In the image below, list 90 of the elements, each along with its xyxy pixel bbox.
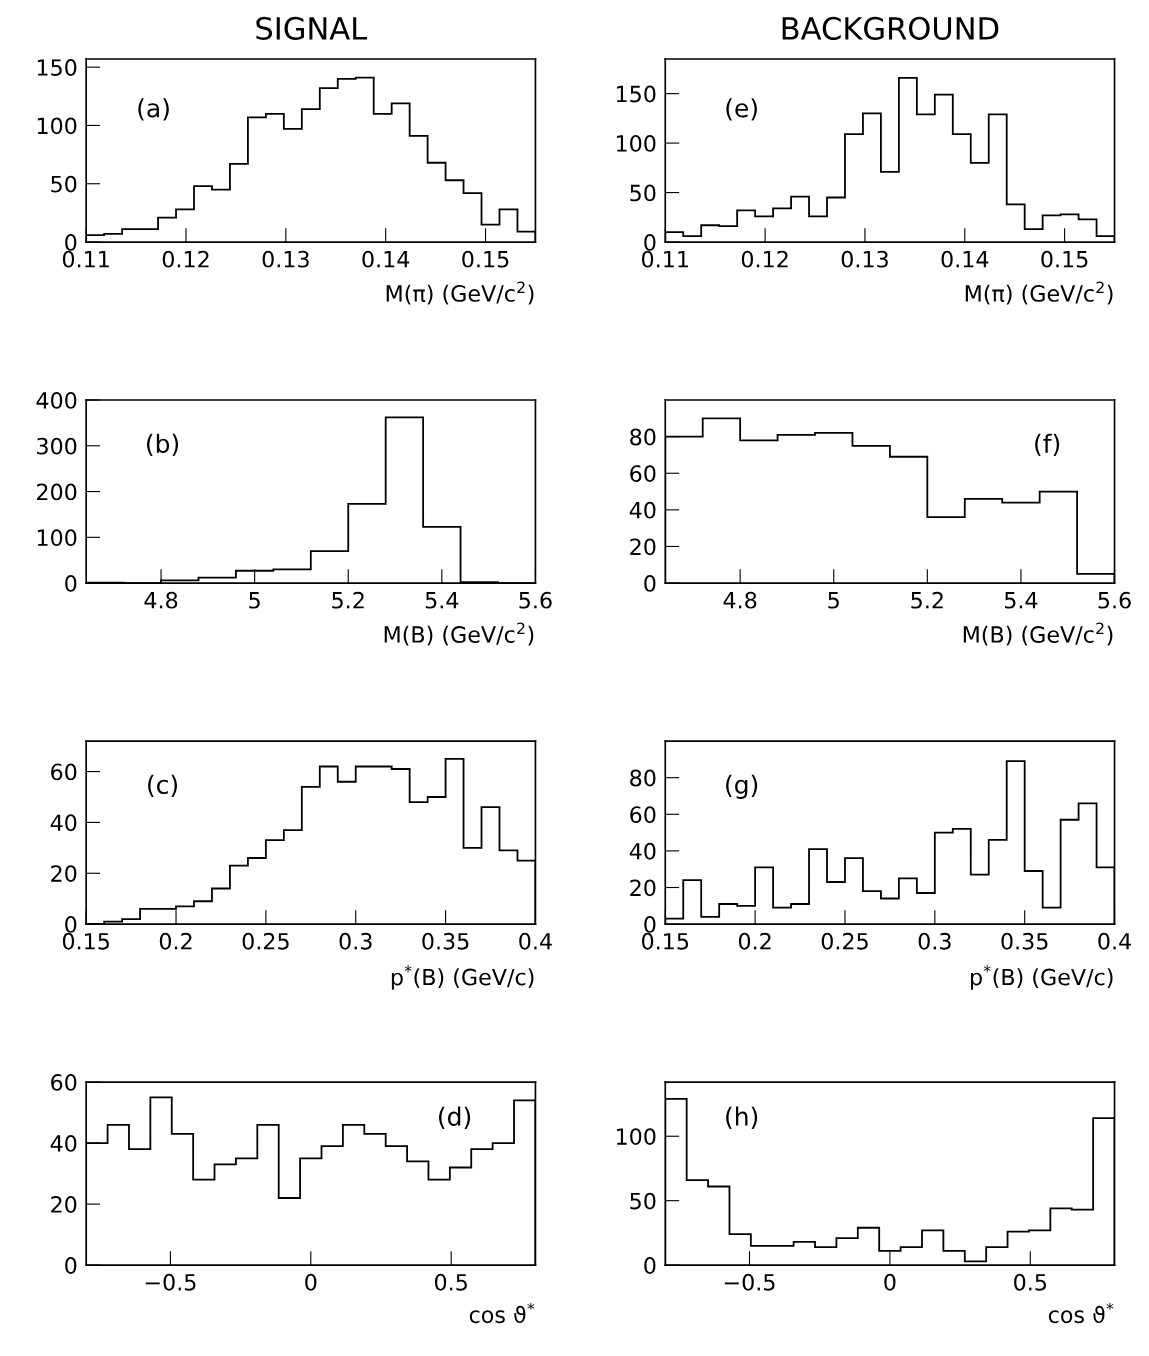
y-tick-label: 50	[630, 1192, 656, 1210]
x-tick-label: 0.4	[1098, 932, 1131, 950]
y-tick-label: 40	[50, 814, 77, 832]
x-tick-label: 0.14	[941, 250, 989, 268]
annotation: (h)	[726, 1106, 758, 1129]
annotation: (e)	[726, 98, 757, 121]
y-tick-label: 400	[36, 391, 77, 409]
y-tick-label: 20	[630, 538, 656, 556]
chart-title: SIGNAL	[256, 16, 368, 40]
x-tick-label: 5	[828, 592, 839, 609]
x-tick-label: 0.15	[462, 250, 509, 268]
x-axis-title: M(π) (GeV/c$^{2}$)	[965, 281, 1113, 305]
x-tick-label: 0.3	[918, 932, 951, 950]
annotation: (g)	[726, 774, 758, 799]
annotation: (a)	[138, 98, 169, 121]
x-tick-label: 0.12	[162, 250, 209, 268]
y-tick-label: 80	[630, 428, 656, 446]
x-tick-label: 5.6	[519, 591, 552, 609]
y-tick-label: 0	[65, 234, 77, 251]
annotation: (d)	[439, 1106, 471, 1129]
y-tick-label: 100	[37, 529, 77, 547]
x-tick-label: 0.15	[1041, 250, 1088, 268]
x-tick-label: 5.2	[332, 591, 364, 609]
x-axis-title: cos ϑ$^{*}$	[469, 1302, 535, 1324]
x-axis-title: p$^{*}$(B) (GeV/c)	[391, 965, 534, 990]
annotation: (b)	[147, 433, 179, 456]
y-tick-label: 40	[50, 1135, 77, 1152]
y-tick-label: 20	[630, 879, 656, 897]
chart-title: BACKGROUND	[782, 16, 999, 40]
x-tick-label: 0.2	[738, 932, 771, 950]
annotation: (c)	[148, 774, 178, 798]
y-tick-label: 60	[630, 806, 656, 824]
x-tick-label: −0.5	[724, 1273, 775, 1291]
x-tick-label: 0.25	[242, 932, 289, 950]
x-tick-label: 0.4	[519, 932, 552, 950]
y-tick-label: 20	[51, 865, 77, 883]
y-tick-label: 0	[65, 1257, 77, 1274]
x-tick-label: 5.4	[1004, 592, 1038, 609]
x-tick-label: 0.5	[434, 1273, 467, 1291]
y-tick-label: 50	[51, 175, 77, 193]
x-axis-title: M(B) (GeV/c$^{2}$)	[963, 622, 1113, 646]
x-tick-label: 0.11	[642, 250, 688, 268]
x-tick-label: 0.15	[642, 932, 689, 950]
y-tick-label: 100	[616, 135, 656, 152]
y-tick-label: 100	[37, 117, 77, 135]
y-tick-label: 0	[644, 1257, 656, 1274]
y-tick-label: 200	[37, 483, 77, 501]
x-tick-label: −0.5	[145, 1273, 196, 1291]
x-tick-label: 0.15	[62, 932, 109, 950]
y-tick-label: 0	[65, 575, 77, 592]
y-tick-label: 0	[644, 916, 656, 933]
annotation: (f)	[1035, 433, 1060, 456]
x-tick-label: 0	[305, 1273, 317, 1291]
x-tick-label: 4.8	[723, 591, 757, 609]
x-tick-label: 0.35	[422, 932, 469, 950]
x-tick-label: 0.11	[62, 250, 109, 268]
x-tick-label: 0.12	[741, 250, 788, 268]
y-tick-label: 20	[51, 1196, 77, 1213]
y-tick-label: 0	[644, 575, 656, 592]
x-tick-label: 0.35	[1001, 932, 1048, 950]
x-axis-title: M(π) (GeV/c$^{2}$)	[386, 281, 534, 305]
y-tick-label: 60	[51, 763, 77, 781]
x-tick-label: 5.4	[425, 592, 459, 609]
y-tick-label: 0	[644, 234, 656, 251]
x-tick-label: 0.13	[841, 250, 888, 268]
y-tick-label: 40	[629, 842, 656, 860]
x-tick-label: 5.6	[1098, 591, 1131, 609]
y-tick-label: 40	[629, 501, 656, 519]
x-tick-label: 0.14	[362, 250, 410, 268]
x-tick-label: 0	[884, 1273, 896, 1291]
y-tick-label: 150	[37, 59, 77, 76]
x-axis-title: cos ϑ$^{*}$	[1048, 1302, 1114, 1324]
x-axis-title: M(B) (GeV/c$^{2}$)	[384, 622, 534, 646]
x-tick-label: 0.3	[339, 932, 372, 950]
y-tick-label: 50	[630, 184, 656, 202]
y-tick-label: 0	[65, 916, 77, 933]
x-tick-label: 5.2	[911, 591, 943, 609]
x-tick-label: 4.8	[144, 591, 178, 609]
x-tick-label: 0.13	[262, 250, 309, 268]
y-tick-label: 100	[616, 1128, 656, 1145]
x-tick-label: 5	[249, 592, 260, 609]
y-tick-label: 60	[630, 465, 656, 482]
x-axis-title: p$^{*}$(B) (GeV/c)	[970, 965, 1113, 990]
y-tick-label: 150	[616, 85, 656, 103]
x-tick-label: 0.25	[821, 932, 868, 950]
y-tick-label: 60	[51, 1074, 77, 1091]
x-tick-label: 0.2	[159, 932, 192, 950]
y-tick-label: 300	[37, 437, 77, 455]
y-tick-label: 80	[630, 769, 656, 787]
x-tick-label: 0.5	[1014, 1273, 1047, 1291]
